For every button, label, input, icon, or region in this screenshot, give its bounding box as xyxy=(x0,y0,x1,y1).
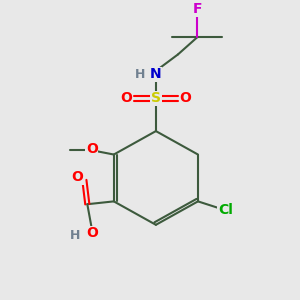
Text: Cl: Cl xyxy=(218,203,233,217)
Text: H: H xyxy=(70,229,80,242)
Text: O: O xyxy=(71,170,83,184)
Text: O: O xyxy=(86,142,98,156)
Text: H: H xyxy=(134,68,145,81)
Text: F: F xyxy=(192,2,202,16)
Text: O: O xyxy=(179,92,191,105)
Text: N: N xyxy=(150,67,162,81)
Text: O: O xyxy=(86,226,98,241)
Text: O: O xyxy=(121,92,132,105)
Text: S: S xyxy=(151,92,161,105)
